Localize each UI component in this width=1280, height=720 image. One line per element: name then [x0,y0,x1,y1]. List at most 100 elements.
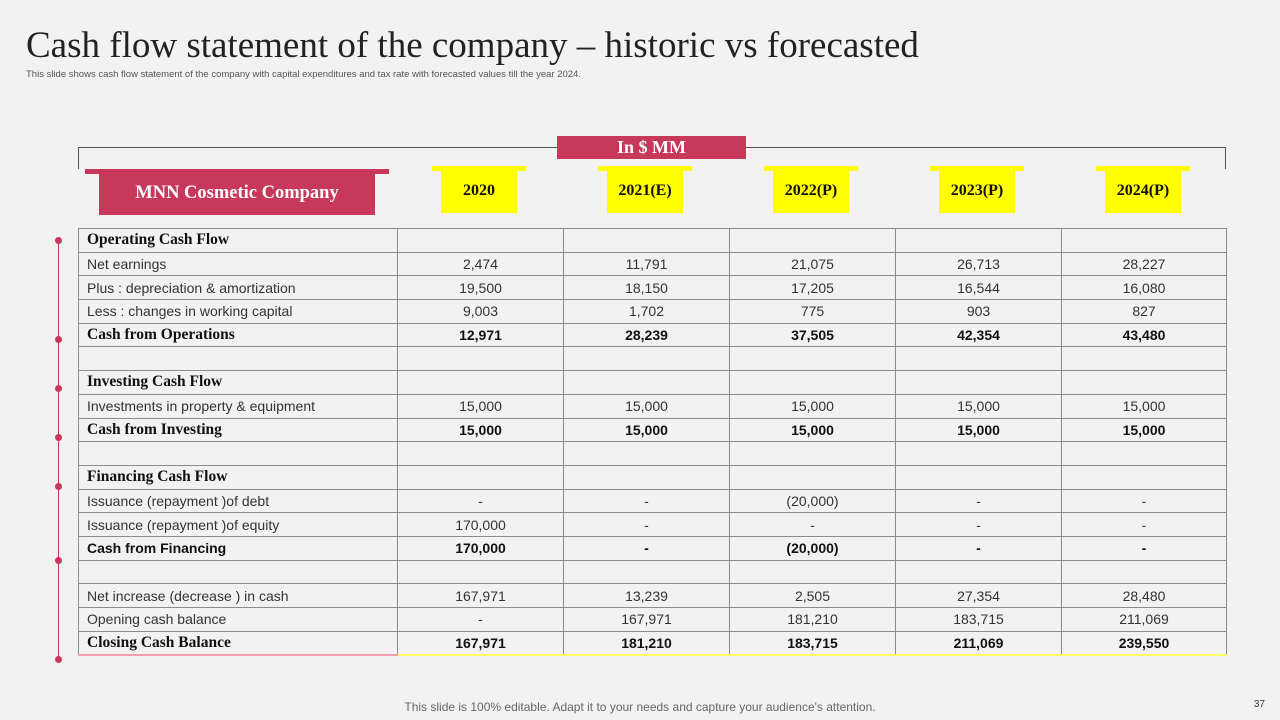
row-label: Cash from Investing [78,417,398,443]
cell-value [729,228,896,253]
cell-value: 1,702 [563,299,730,324]
timeline-dot [55,557,62,564]
cell-value: 15,000 [729,393,896,419]
cell-value: 15,000 [729,417,896,443]
cell-value [563,346,730,372]
timeline-dot [55,237,62,244]
cell-value: - [1061,535,1227,561]
cell-value [563,228,730,253]
cell-value [563,370,730,395]
cell-value: 21,075 [729,251,896,277]
cell-value: 42,354 [895,322,1062,348]
cell-value [895,228,1062,253]
cell-value: 183,715 [729,630,896,656]
cell-value: 167,971 [563,607,730,632]
cell-value: 19,500 [397,275,564,301]
cell-value [563,464,730,490]
cell-value: 13,239 [563,583,730,608]
table-row-spacer [78,346,1227,372]
table-row-total: Cash from Operations 12,971 28,239 37,50… [78,322,1227,348]
year-header-2022: 2022(P) [773,168,849,213]
cell-value: - [563,512,730,537]
cell-value [895,346,1062,372]
cell-value: 28,480 [1061,583,1227,608]
cell-value: - [1061,488,1227,514]
table-row: Opening cash balance - 167,971 181,210 1… [78,607,1227,632]
cell-value: 28,227 [1061,251,1227,277]
page-number: 37 [1253,699,1265,710]
cell-value [729,346,896,372]
cell-value: 239,550 [1061,630,1227,656]
row-label: Issuance (repayment )of equity [78,512,398,537]
cell-value: 37,505 [729,322,896,348]
table-row-section: Operating Cash Flow [78,228,1227,253]
cell-value: - [563,488,730,514]
table-row-spacer [78,559,1227,585]
cell-value: (20,000) [729,488,896,514]
page-title: Cash flow statement of the company – his… [26,25,919,66]
row-label: Plus : depreciation & amortization [78,275,398,301]
cell-value: 26,713 [895,251,1062,277]
cell-value [563,441,730,466]
cell-value: 181,210 [563,630,730,656]
table-row: Plus : depreciation & amortization 19,50… [78,275,1227,301]
table-row-section: Financing Cash Flow [78,464,1227,490]
page-subtitle: This slide shows cash flow statement of … [26,69,581,80]
cell-value [729,370,896,395]
cell-value: (20,000) [729,535,896,561]
cell-value: 15,000 [895,417,1062,443]
unit-badge: In $ MM [557,136,746,159]
cell-value [895,559,1062,585]
cell-value [397,346,564,372]
cell-value: - [563,535,730,561]
cell-value: - [1061,512,1227,537]
year-header-2021: 2021(E) [607,168,683,213]
cell-value [895,441,1062,466]
row-label: Closing Cash Balance [78,630,398,656]
cell-value: 903 [895,299,1062,324]
company-badge: MNN Cosmetic Company [99,171,375,215]
cell-value: 15,000 [1061,393,1227,419]
year-header-2024: 2024(P) [1105,168,1181,213]
cell-value: - [895,535,1062,561]
cell-value: 15,000 [397,393,564,419]
table-row: Net earnings 2,474 11,791 21,075 26,713 … [78,251,1227,277]
cash-flow-table: Operating Cash Flow Net earnings 2,474 1… [78,228,1227,656]
cell-value: 17,205 [729,275,896,301]
timeline-dot [55,385,62,392]
row-label: Cash from Financing [78,535,398,561]
cell-value [1061,559,1227,585]
cell-value: 15,000 [563,393,730,419]
table-row-total: Cash from Investing 15,000 15,000 15,000… [78,417,1227,443]
cell-value: 827 [1061,299,1227,324]
row-label: Net increase (decrease ) in cash [78,583,398,608]
cell-value: 16,544 [895,275,1062,301]
row-label [78,346,398,372]
row-label: Investing Cash Flow [78,370,398,395]
cell-value [1061,346,1227,372]
cell-value: 18,150 [563,275,730,301]
cell-value [729,441,896,466]
table-row-spacer [78,441,1227,466]
cell-value: 11,791 [563,251,730,277]
year-header-2020: 2020 [441,168,517,213]
row-label: Investments in property & equipment [78,393,398,419]
cell-value [1061,464,1227,490]
table-row: Net increase (decrease ) in cash 167,971… [78,583,1227,608]
cell-value: - [397,607,564,632]
table-row: Investments in property & equipment 15,0… [78,393,1227,419]
cell-value: 2,474 [397,251,564,277]
cell-value [895,464,1062,490]
cell-value [729,559,896,585]
timeline-dot [55,434,62,441]
cell-value [397,559,564,585]
cell-value: 43,480 [1061,322,1227,348]
row-label: Issuance (repayment )of debt [78,488,398,514]
table-row-total: Closing Cash Balance 167,971 181,210 183… [78,630,1227,656]
cell-value [1061,441,1227,466]
cell-value [1061,370,1227,395]
cell-value [397,370,564,395]
row-label: Opening cash balance [78,607,398,632]
row-label: Cash from Operations [78,322,398,348]
cell-value [729,464,896,490]
